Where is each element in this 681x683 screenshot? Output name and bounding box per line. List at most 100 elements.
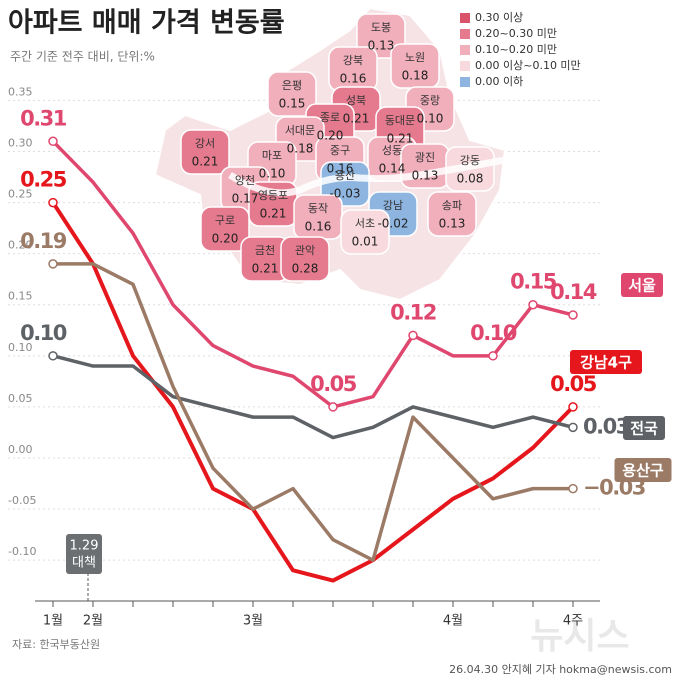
legend-box [623, 416, 665, 440]
point [568, 310, 578, 320]
value-label: 0.10 [20, 321, 67, 345]
district-value: 0.14 [379, 162, 406, 176]
district-name: 광진 [415, 151, 435, 164]
district-name: 구로 [215, 214, 235, 227]
watermark: 뉴시스 [530, 616, 629, 657]
y-tick-label: 0.00 [8, 443, 33, 456]
district-value: 0.13 [368, 39, 395, 53]
district-value: -0.03 [329, 187, 360, 201]
value-label: 0.03 [583, 414, 629, 438]
district-value: 0.16 [305, 220, 332, 234]
x-tick-label: 3월 [243, 614, 263, 629]
point [568, 422, 578, 433]
y-tick-label: 0.35 [8, 85, 33, 98]
district-name: 양천 [235, 173, 255, 187]
district-value: 0.20 [317, 129, 344, 143]
district-name: 중구 [330, 144, 350, 157]
district-value: 0.21 [387, 132, 414, 146]
x-tick-label: 1월 [43, 614, 63, 629]
legend-label: 0.10~0.20 미만 [475, 43, 557, 56]
legend-swatch [460, 29, 470, 39]
district-value: 0.21 [260, 207, 287, 221]
district-name: 마포 [262, 149, 282, 162]
district-value: 0.13 [439, 217, 466, 231]
district [180, 129, 230, 175]
district-value: 0.18 [287, 142, 314, 156]
district [200, 206, 250, 252]
value-label: 0.12 [390, 300, 436, 324]
legend-label: 0.00 이상~0.10 미만 [475, 59, 581, 72]
district-value: 0.21 [192, 155, 219, 169]
district-value: 0.17 [232, 192, 259, 206]
value-label: 0.15 [510, 270, 557, 294]
district-value: 0.20 [212, 232, 239, 246]
district-name: 강동 [460, 154, 480, 167]
legend-label: 강남4구 [580, 354, 632, 372]
y-tick-label: 0.10 [8, 341, 33, 354]
district-name: 동작 [308, 202, 328, 215]
district-value: 0.15 [279, 97, 306, 111]
district-name: 강북 [343, 54, 363, 67]
legend-label: 0.20~0.30 미만 [475, 27, 557, 40]
point [48, 197, 58, 208]
point [528, 299, 538, 310]
legend-label: 0.30 이상 [475, 11, 523, 24]
legend-swatch [460, 61, 470, 71]
y-tick-label: 0.20 [8, 239, 33, 252]
district-value: 0.01 [352, 235, 379, 249]
y-tick-label: 0.25 [8, 188, 33, 201]
district-name: 은평 [282, 79, 302, 92]
district-value: -0.02 [377, 217, 408, 231]
series-line [51, 140, 574, 409]
series-line [51, 201, 575, 583]
point [48, 351, 58, 361]
district-value: 0.21 [252, 262, 279, 276]
district-value: 0.13 [412, 169, 439, 183]
chart-title: 아파트 매매 가격 변동률 [8, 8, 285, 39]
district-name: 종로 [320, 111, 340, 124]
district-value: 0.16 [340, 72, 367, 86]
value-label: 0.05 [310, 372, 357, 396]
district-name: 중랑 [420, 94, 440, 107]
district-name: 성동 [382, 144, 402, 157]
y-tick-label: 0.30 [8, 137, 33, 150]
district-name: 노원 [405, 51, 425, 64]
district-name: 동대문 [385, 114, 415, 127]
x-tick-label: 2월 [83, 614, 103, 629]
series-line [52, 354, 574, 440]
district-name: 도봉 [371, 21, 391, 34]
y-tick-label: -0.05 [8, 494, 36, 507]
legend-swatch [460, 13, 470, 23]
annotation-text: 1.29 [70, 539, 99, 554]
district-name: 서초 [355, 217, 375, 230]
district-name: 서대문 [285, 124, 315, 137]
district-name: 성북 [346, 94, 366, 107]
district-name: 용산 [335, 169, 355, 182]
district-value: 0.21 [343, 112, 370, 126]
district [280, 236, 330, 282]
river [228, 156, 506, 197]
point [568, 483, 578, 494]
source: 자료: 한국부동산원 [12, 638, 100, 651]
value-label: 0.14 [550, 280, 597, 304]
district-name: 송파 [442, 199, 462, 212]
y-tick-label: 0.05 [8, 392, 33, 405]
x-tick-label: 4월 [443, 614, 463, 629]
point [328, 402, 338, 412]
value-label: 0.25 [20, 168, 67, 192]
district-name: 강서 [195, 137, 215, 150]
district-value: 0.18 [402, 69, 429, 83]
district [427, 191, 477, 237]
annotation-text: 대책 [72, 556, 96, 571]
credit: 26.04.30 안지혜 기자 hokma@newsis.com [449, 663, 672, 676]
legend-swatch [460, 77, 470, 87]
subtitle: 주간 기준 전주 대비, 단위:% [10, 50, 155, 64]
district [340, 209, 390, 255]
point [48, 136, 58, 147]
value-label: 0.19 [20, 229, 67, 253]
legend-label: 0.00 이하 [475, 74, 523, 88]
district-name: 관악 [295, 244, 315, 257]
point [48, 259, 58, 269]
y-tick-label: 0.15 [8, 290, 33, 303]
